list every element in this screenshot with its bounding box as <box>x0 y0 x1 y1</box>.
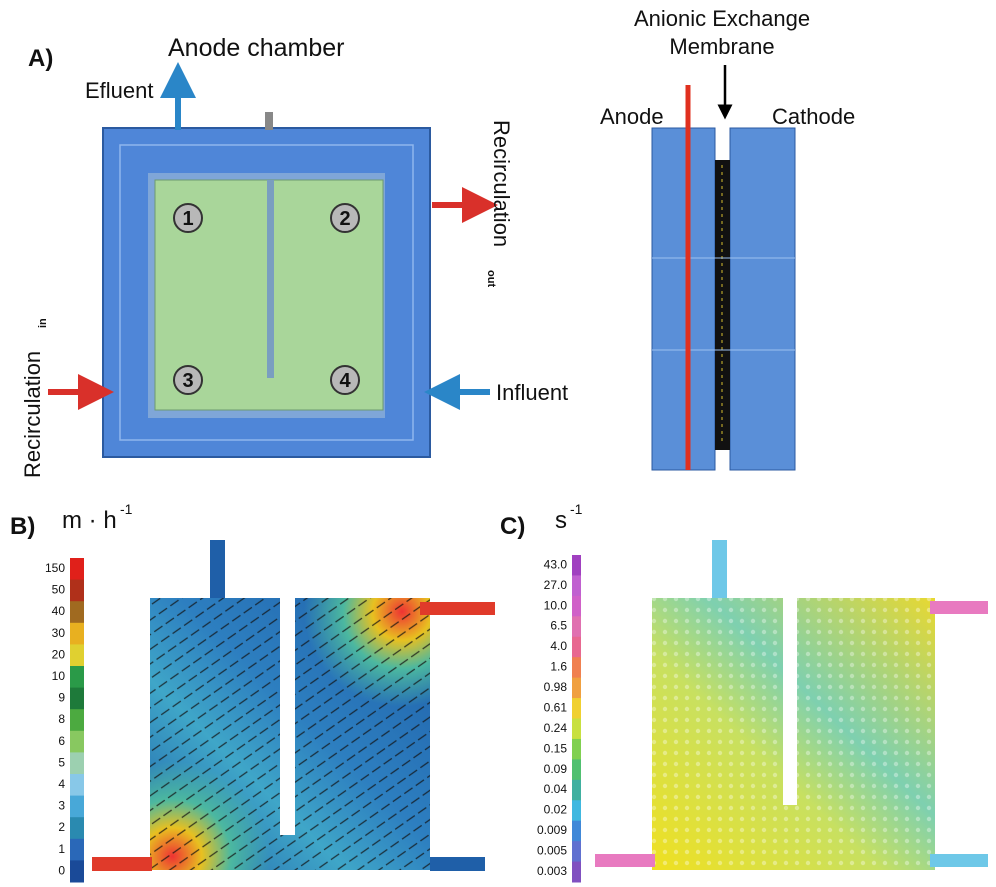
cathode-block <box>730 128 795 470</box>
colorbar-label: 0.61 <box>544 700 568 714</box>
panel-label: B) <box>10 513 35 540</box>
colorbar-label: 4 <box>58 777 65 791</box>
colorbar-label: 10.0 <box>544 598 568 612</box>
colorbar-segment <box>572 821 581 842</box>
colorbar-segment <box>70 601 84 623</box>
colorbar-segment <box>70 817 84 839</box>
efluent-label: Efluent <box>85 78 154 103</box>
anode-block <box>652 128 715 470</box>
baffle-slot <box>280 598 295 835</box>
colorbar-segment <box>70 688 84 710</box>
membrane-label: Anionic Exchange <box>634 6 810 31</box>
colorbar-label: 5 <box>58 755 65 769</box>
colorbar-label: 1 <box>58 842 65 856</box>
inlet <box>595 854 655 867</box>
colorbar-segment <box>572 678 581 699</box>
colorbar-segment <box>70 709 84 731</box>
colorbar-segment <box>572 862 581 883</box>
colorbar-label: 8 <box>58 712 65 726</box>
unit-exp: -1 <box>570 501 583 517</box>
panel-label: A) <box>28 45 53 72</box>
colorbar-label: 0 <box>58 863 65 877</box>
recirc-in-sub: in <box>37 318 49 328</box>
colorbar-label: 9 <box>58 691 65 705</box>
colorbar-segment <box>572 780 581 801</box>
recirc-out-label: Recirculation <box>489 120 514 247</box>
colorbar-segment <box>572 596 581 617</box>
colorbar-label: 150 <box>45 561 65 575</box>
panel-label: C) <box>500 513 525 540</box>
colorbar-label: 2 <box>58 820 65 834</box>
colorbar-segment <box>572 575 581 596</box>
port-number: 3 <box>182 370 193 392</box>
colorbar-segment <box>572 637 581 658</box>
colorbar-label: 6 <box>58 734 65 748</box>
colorbar-label: 30 <box>52 626 66 640</box>
unit-exp: -1 <box>120 501 133 517</box>
electrode-post <box>265 112 273 130</box>
colorbar-segment <box>70 666 84 688</box>
outlet <box>420 602 495 615</box>
port-number: 4 <box>339 370 351 392</box>
colorbar-segment <box>70 752 84 774</box>
unit: m · h <box>62 507 117 534</box>
colorbar-segment <box>572 759 581 780</box>
outlet <box>430 857 485 871</box>
colorbar-segment <box>70 558 84 580</box>
colorbar-label: 40 <box>52 604 66 618</box>
colorbar-segment <box>70 580 84 602</box>
colorbar-segment <box>572 719 581 740</box>
colorbar-label: 27.0 <box>544 578 568 592</box>
colorbar-label: 0.24 <box>544 721 568 735</box>
title: Anode chamber <box>168 34 345 62</box>
colorbar-label: 6.5 <box>550 619 567 633</box>
colorbar-segment <box>70 623 84 645</box>
inlet <box>210 540 225 600</box>
colorbar-segment <box>572 739 581 760</box>
colorbar-label: 1.6 <box>550 660 567 674</box>
colorbar-label: 0.003 <box>537 864 567 878</box>
port-number: 2 <box>339 208 350 230</box>
unit: s <box>555 507 567 534</box>
colorbar-label: 10 <box>52 669 66 683</box>
colorbar-label: 0.98 <box>544 680 568 694</box>
colorbar-label: 0.005 <box>537 844 567 858</box>
colorbar-segment <box>572 800 581 821</box>
cathode-label: Cathode <box>772 104 855 129</box>
inlet <box>712 540 727 600</box>
colorbar-segment <box>70 839 84 861</box>
membrane-label: Membrane <box>669 34 774 59</box>
figure: A) Anode chamber Efluent Recirculation o… <box>0 0 996 887</box>
recirc-in-label: Recirculation <box>20 351 45 478</box>
baffle-slot <box>783 598 797 805</box>
colorbar-segment <box>572 616 581 637</box>
colorbar-label: 0.09 <box>544 762 568 776</box>
colorbar-segment <box>572 841 581 862</box>
colorbar-label: 3 <box>58 799 65 813</box>
colorbar-label: 50 <box>52 583 66 597</box>
colorbar-label: 0.04 <box>544 782 568 796</box>
outlet <box>930 601 988 614</box>
colorbar-segment <box>70 860 84 882</box>
anode-label: Anode <box>600 104 664 129</box>
colorbar-label: 20 <box>52 647 66 661</box>
outlet <box>930 854 988 867</box>
baffle <box>267 180 274 378</box>
colorbar-segment <box>572 555 581 576</box>
colorbar-label: 4.0 <box>550 639 567 653</box>
colorbar-label: 43.0 <box>544 557 568 571</box>
colorbar-segment <box>70 644 84 666</box>
colorbar-label: 0.009 <box>537 823 567 837</box>
influent-label: Influent <box>496 380 568 405</box>
colorbar-label: 0.15 <box>544 741 568 755</box>
colorbar-segment <box>70 774 84 796</box>
colorbar-segment <box>572 657 581 678</box>
recirc-out-sub: out <box>485 270 497 287</box>
port-number: 1 <box>182 208 193 230</box>
colorbar-segment <box>572 698 581 719</box>
colorbar-segment <box>70 796 84 818</box>
inlet <box>92 857 152 871</box>
colorbar-segment <box>70 731 84 753</box>
colorbar-label: 0.02 <box>544 803 568 817</box>
